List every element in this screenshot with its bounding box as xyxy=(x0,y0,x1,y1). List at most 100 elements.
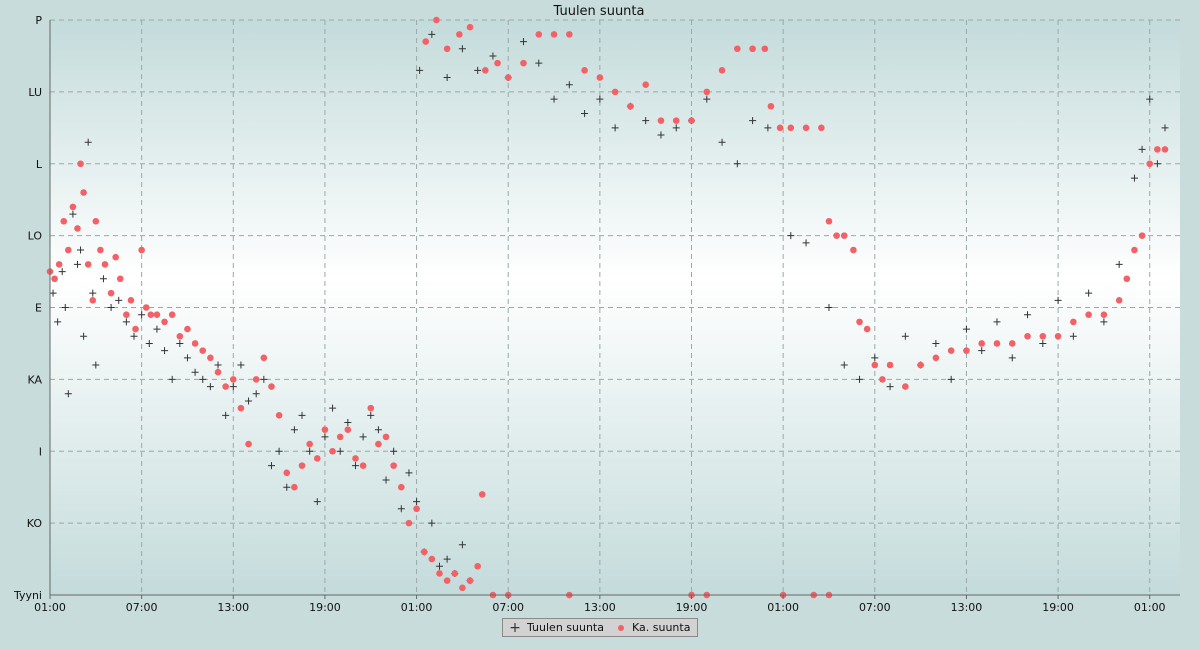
data-point-plus xyxy=(183,354,191,362)
data-point-dot xyxy=(856,318,863,326)
data-point-dot xyxy=(978,340,986,347)
data-point-plus xyxy=(1069,332,1077,340)
data-point-plus xyxy=(267,462,275,470)
data-point-dot xyxy=(1085,311,1092,318)
data-point-dot xyxy=(1146,160,1154,168)
data-point-plus xyxy=(58,268,66,276)
data-point-plus xyxy=(802,239,810,247)
data-point-plus xyxy=(390,447,398,455)
data-point-plus xyxy=(428,519,436,527)
data-point-dot xyxy=(80,189,87,196)
x-tick-label: 13:00 xyxy=(217,601,249,614)
data-point-dot xyxy=(787,124,795,132)
legend: + Tuulen suunta Ka. suunta xyxy=(502,618,698,637)
data-point-plus xyxy=(61,304,69,311)
data-point-dot xyxy=(642,81,649,88)
data-point-dot xyxy=(291,483,298,491)
data-point-dot xyxy=(275,412,283,419)
y-tick-label: L xyxy=(36,158,43,171)
data-point-dot xyxy=(596,74,604,81)
data-point-plus xyxy=(92,361,100,369)
y-tick-label: LO xyxy=(28,230,43,243)
data-point-dot xyxy=(60,217,68,225)
data-point-dot xyxy=(65,246,72,254)
data-point-dot xyxy=(1100,311,1108,318)
data-point-dot xyxy=(245,440,252,448)
data-point-plus xyxy=(176,339,184,347)
data-point-dot xyxy=(1024,332,1031,340)
data-point-plus xyxy=(367,411,375,419)
data-point-plus xyxy=(405,469,413,477)
data-point-plus xyxy=(298,411,306,419)
data-point-dot xyxy=(132,325,139,333)
data-point-dot xyxy=(153,311,161,318)
data-point-plus xyxy=(252,390,260,398)
x-tick-label: 01:00 xyxy=(767,601,799,614)
data-point-dot xyxy=(352,455,359,462)
axis-ticks: Tyyni KO I KA E LO L LU P 01:00 07:00 13:00 19:00 01:… xyxy=(13,14,1166,614)
data-point-plus xyxy=(382,476,390,484)
data-point-dot xyxy=(657,117,665,124)
data-point-plus xyxy=(229,383,237,391)
data-point-dot xyxy=(161,318,168,326)
data-point-dot xyxy=(1154,146,1161,153)
y-tick-label: I xyxy=(39,445,42,458)
x-tick-label: 07:00 xyxy=(492,601,524,614)
data-point-plus xyxy=(1100,318,1108,326)
data-point-dot xyxy=(176,332,184,340)
data-point-dot xyxy=(761,45,769,53)
data-point-plus xyxy=(856,375,864,383)
data-point-plus xyxy=(49,289,57,297)
data-point-plus xyxy=(1024,311,1032,319)
data-point-dot xyxy=(494,59,501,67)
data-point-plus xyxy=(214,361,222,369)
data-point-dot xyxy=(456,31,463,38)
data-point-plus xyxy=(489,52,497,60)
data-point-dot xyxy=(776,124,784,132)
data-point-dot xyxy=(466,23,474,31)
data-point-dot xyxy=(359,462,367,469)
x-tick-label: 13:00 xyxy=(584,601,616,614)
data-point-dot xyxy=(298,462,306,469)
data-point-dot xyxy=(451,570,459,577)
data-point-plus xyxy=(871,354,879,362)
data-point-plus xyxy=(703,95,711,103)
data-point-dot xyxy=(802,124,810,132)
data-point-plus xyxy=(1146,95,1154,103)
data-point-plus xyxy=(764,124,772,132)
data-point-plus xyxy=(1115,260,1123,268)
data-point-plus xyxy=(237,361,245,369)
data-point-plus xyxy=(145,339,153,347)
data-point-dot xyxy=(127,297,135,304)
data-point-plus xyxy=(672,124,680,132)
data-point-dot xyxy=(1161,146,1169,153)
data-point-plus xyxy=(80,332,88,340)
data-point-plus xyxy=(443,555,451,563)
data-point-plus xyxy=(199,375,207,383)
data-point-dot xyxy=(443,577,451,584)
data-point-plus xyxy=(313,498,321,506)
data-point-dot xyxy=(89,297,97,304)
data-point-dot xyxy=(184,325,191,333)
data-point-dot xyxy=(336,433,344,441)
data-point-dot xyxy=(420,548,428,556)
data-point-dot xyxy=(428,555,436,563)
data-point-dot xyxy=(932,354,940,362)
data-point-plus xyxy=(69,210,77,218)
data-point-dot xyxy=(268,383,275,390)
data-point-plus xyxy=(474,66,482,74)
data-point-dot xyxy=(321,426,329,433)
data-point-plus xyxy=(168,375,176,383)
data-point-plus xyxy=(122,318,130,326)
data-point-plus xyxy=(1161,124,1169,132)
data-point-dot xyxy=(734,45,741,53)
data-point-dot xyxy=(413,505,420,513)
data-point-dot xyxy=(767,102,775,110)
x-tick-label: 07:00 xyxy=(859,601,891,614)
data-point-dot xyxy=(101,261,109,268)
data-point-plus xyxy=(565,81,573,89)
y-tick-label: KA xyxy=(27,373,42,386)
data-point-dot xyxy=(398,483,405,491)
